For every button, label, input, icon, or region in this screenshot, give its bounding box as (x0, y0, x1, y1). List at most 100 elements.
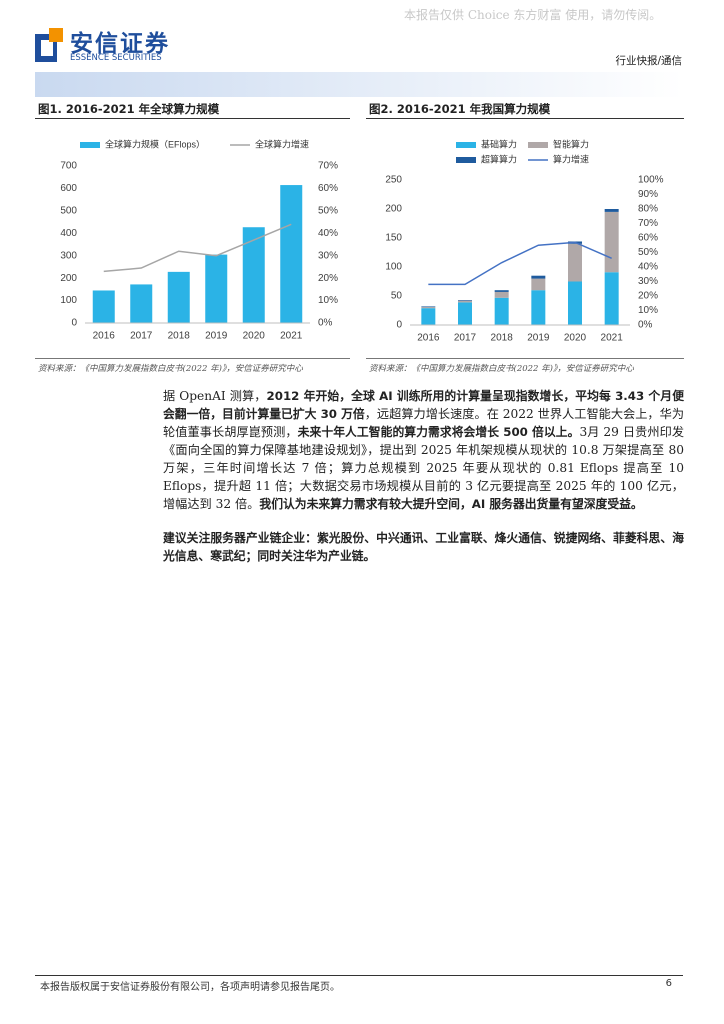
y2-tick-label: 10% (638, 305, 658, 316)
y2-tick-label: 30% (318, 250, 338, 261)
footer-text: 本报告版权属于安信证券股份有限公司，各项声明请参见报告尾页。 (40, 982, 340, 993)
line (428, 241, 612, 286)
bar (604, 209, 619, 212)
legend-marker (456, 157, 476, 163)
bar (130, 284, 153, 323)
y-tick-label: 200 (60, 273, 77, 284)
paragraph: 建议关注服务器产业链企业：紫光股份、中兴通讯、工业富联、烽火通信、锐捷网络、菲菱… (163, 529, 684, 565)
text-run: 2012 年开始，全球 AI 训练所用的计算量呈现指数增长，平均每 3.43 个… (163, 389, 684, 421)
x-tick-label: 2021 (280, 331, 303, 342)
bar (568, 281, 582, 325)
chart: 0 50 100 150 200 250 0% 10% 20% 30% 40% 50% 60% 70% 80… (385, 138, 664, 344)
x-tick-label: 2020 (243, 331, 266, 342)
y-tick-label: 0 (71, 318, 77, 329)
bar (421, 307, 436, 309)
legend-label: 超算算力 (481, 153, 517, 164)
y2-tick-label: 70% (318, 161, 338, 172)
y2-tick-label: 40% (318, 228, 338, 239)
y2-tick-label: 60% (638, 233, 658, 244)
bar (167, 271, 190, 323)
body-text: 据 OpenAI 测算，2012 年开始，全球 AI 训练所用的计算量呈现指数增… (163, 387, 684, 581)
chart: 0 100 200 300 400 500 600 700 0% 10% 20% 30% 40% 50% 6… (60, 138, 338, 342)
y2-tick-label: 80% (638, 204, 658, 215)
bar (604, 211, 619, 273)
y2-tick-label: 40% (638, 262, 658, 273)
bar (568, 243, 582, 282)
y2-tick-label: 50% (638, 247, 658, 258)
x-tick-label: 2017 (454, 333, 477, 344)
bar (205, 254, 228, 323)
bar (494, 297, 509, 325)
legend-marker (456, 142, 476, 148)
x-tick-label: 2016 (93, 331, 116, 342)
rule (35, 358, 350, 359)
text-run: ，远超算力增长速度。在 2022 世界人工智能大会上，华为轮值董事长胡厚崑预测， (163, 407, 685, 439)
y-tick-label: 0 (396, 320, 402, 331)
y2-tick-label: 50% (318, 205, 338, 216)
x-tick-label: 2021 (601, 333, 624, 344)
legend-label: 算力增速 (553, 153, 589, 164)
bar (280, 185, 303, 323)
x-tick-label: 2016 (417, 333, 440, 344)
x-tick-label: 2018 (168, 331, 191, 342)
y2-tick-label: 70% (638, 218, 658, 229)
legend-marker (80, 142, 100, 148)
text-run: 建议关注服务器产业链企业：紫光股份、中兴通讯、工业富联、烽火通信、锐捷网络、菲菱… (163, 531, 684, 563)
paragraph: 据 OpenAI 测算，2012 年开始，全球 AI 训练所用的计算量呈现指数增… (163, 387, 684, 513)
y-tick-label: 100 (60, 295, 77, 306)
x-tick-label: 2019 (205, 331, 228, 342)
bar (604, 272, 619, 325)
y2-tick-label: 10% (318, 295, 338, 306)
y2-tick-label: 100% (638, 175, 664, 186)
rule (35, 118, 350, 119)
page-number: 6 (665, 978, 672, 989)
y-tick-label: 700 (60, 161, 77, 172)
y-tick-label: 150 (385, 233, 402, 244)
y2-tick-label: 30% (638, 276, 658, 287)
text-run: 我们认为未来算力需求有较大提升空间，AI 服务器出货量有望深度受益。 (259, 497, 643, 511)
header-band (35, 72, 683, 97)
bar (458, 300, 472, 301)
figure-source: 资料来源：《中国算力发展指数白皮书(2022 年)》，安信证券研究中心 (38, 364, 303, 374)
rule (366, 358, 684, 359)
y-tick-label: 400 (60, 228, 77, 239)
y2-tick-label: 90% (638, 189, 658, 200)
bar (531, 275, 546, 279)
text-run: 3月 29 日贵州印发《面向全国的算力保障基地建设规划》，提出到 2025 年机… (163, 425, 685, 511)
rule (35, 975, 683, 976)
logo-en: ESSENCE SECURITIES (70, 53, 162, 63)
legend-marker (528, 142, 548, 148)
bar (421, 306, 436, 308)
bar (458, 302, 472, 325)
y-tick-label: 600 (60, 183, 77, 194)
bar (494, 291, 509, 298)
section-label: 行业快报/通信 (615, 55, 682, 67)
legend-label: 全球算力增速 (255, 138, 309, 149)
watermark: 本报告仅供 Choice 东方财富 使用，请勿传阅。 (404, 8, 662, 22)
bar (242, 227, 265, 323)
bar (531, 278, 546, 291)
x-tick-label: 2020 (564, 333, 587, 344)
legend-label: 全球算力规模（EFlops） (105, 138, 205, 149)
logo-icon (35, 28, 63, 62)
line (103, 223, 292, 273)
x-tick-label: 2019 (527, 333, 550, 344)
legend-label: 智能算力 (553, 138, 589, 149)
y-tick-label: 50 (391, 291, 403, 302)
y2-tick-label: 20% (318, 273, 338, 284)
figure-title: 图1. 2016-2021 年全球算力规模 (38, 102, 220, 116)
legend-label: 基础算力 (481, 138, 517, 149)
bar (421, 308, 436, 325)
text-run: 未来十年人工智能的算力需求将会增长 500 倍以上。 (297, 425, 580, 439)
bar (92, 290, 115, 323)
figure-source: 资料来源：《中国算力发展指数白皮书(2022 年)》，安信证券研究中心 (369, 364, 634, 374)
bar (494, 290, 509, 292)
y2-tick-label: 60% (318, 183, 338, 194)
y2-tick-label: 0% (638, 320, 653, 331)
y2-tick-label: 20% (638, 291, 658, 302)
y-tick-label: 500 (60, 205, 77, 216)
y2-tick-label: 0% (318, 318, 333, 329)
y-tick-label: 250 (385, 175, 402, 186)
x-tick-label: 2017 (130, 331, 153, 342)
